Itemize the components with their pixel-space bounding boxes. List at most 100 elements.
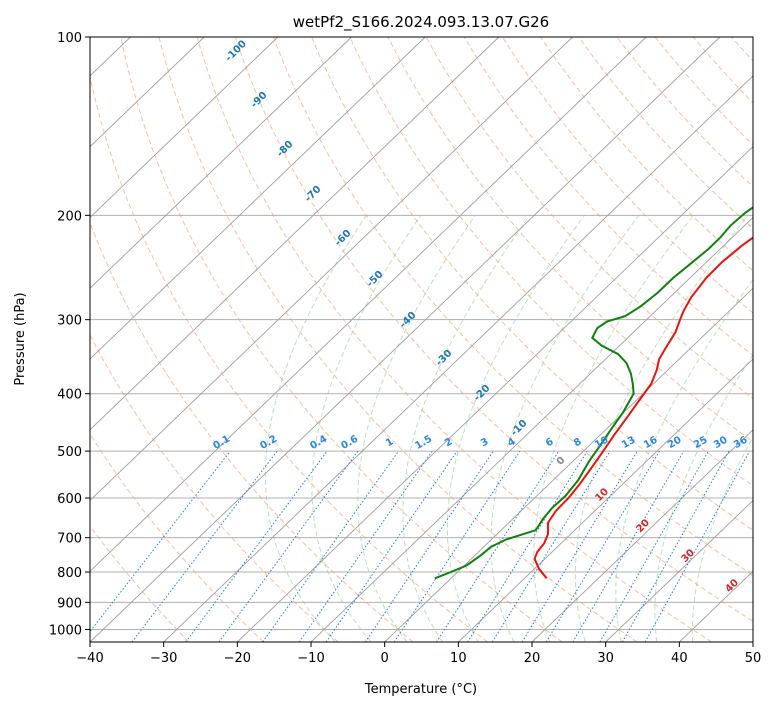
mixing-ratio-line <box>364 450 494 642</box>
moist-adiabat <box>615 278 753 642</box>
y-tick-label: 600 <box>57 492 82 507</box>
mixing-ratio-label: 2 <box>443 436 455 449</box>
isotherm-line <box>90 37 500 431</box>
isotherm-line <box>90 37 721 642</box>
mixing-ratio-label: 16 <box>642 435 660 452</box>
y-axis-label: Pressure (hPa) <box>13 292 28 385</box>
x-axis-ticks: −40 −30 −20 −10 0 10 20 30 40 50 <box>76 642 761 666</box>
mixing-ratio-line <box>599 450 709 642</box>
mixing-ratio-label: 0.6 <box>339 434 360 452</box>
background-lines <box>90 37 775 642</box>
plot-frame <box>89 36 754 643</box>
isotherm-line <box>90 37 426 360</box>
isotherm-line <box>90 37 352 289</box>
y-tick-label: 500 <box>57 445 82 460</box>
moist-adiabat-label: 10 <box>593 486 611 504</box>
mixing-ratio-label: 4 <box>506 436 518 449</box>
isotherm-label: -100 <box>223 38 249 64</box>
isotherm-line <box>310 216 753 642</box>
mixing-ratio-label: 20 <box>666 435 684 452</box>
isotherm-label: -70 <box>303 184 324 205</box>
mixing-ratio-line <box>298 450 433 642</box>
isotherm-line <box>237 146 753 642</box>
moist-adiabat <box>311 215 422 642</box>
mixing-ratio-lines <box>90 450 751 642</box>
y-tick-label: 100 <box>57 31 82 46</box>
x-tick-label: −10 <box>297 651 324 666</box>
mixing-ratio-line <box>131 450 278 642</box>
x-tick-label: −30 <box>150 651 177 666</box>
moist-adiabat-label: 0 <box>555 455 568 468</box>
pressure-gridlines <box>90 37 753 630</box>
dry-adiabat <box>770 37 775 642</box>
x-tick-label: 20 <box>524 651 541 666</box>
mixing-ratio-line <box>644 450 751 642</box>
dry-adiabat <box>425 37 753 400</box>
y-tick-label: 900 <box>57 596 82 611</box>
isotherm-lines <box>0 37 753 642</box>
mixing-ratio-line <box>491 450 611 642</box>
x-tick-label: 30 <box>597 651 614 666</box>
mixing-ratio-line <box>393 450 521 642</box>
mixing-ratio-line <box>90 450 231 633</box>
x-tick-label: 40 <box>671 651 688 666</box>
dry-adiabat <box>234 37 753 622</box>
mixing-ratio-line <box>185 450 328 642</box>
y-axis-ticks: 100 200 300 400 500 600 700 800 900 1000 <box>49 31 90 638</box>
mixing-ratio-line <box>467 450 588 642</box>
dry-adiabat <box>90 432 264 642</box>
dry-adiabat <box>692 37 753 104</box>
moist-adiabat-label: 30 <box>679 547 697 565</box>
dry-adiabat <box>273 37 753 576</box>
isotherm-line <box>90 37 573 502</box>
dry-adiabat <box>463 37 753 357</box>
y-tick-label: 700 <box>57 532 82 547</box>
mixing-ratio-label: 13 <box>620 435 638 452</box>
moist-adiabat <box>357 215 476 642</box>
moist-adiabat <box>574 214 749 642</box>
dry-adiabat <box>654 37 753 146</box>
mixing-ratio-label: 8 <box>572 436 584 449</box>
dry-adiabat <box>578 37 753 230</box>
y-tick-label: 800 <box>57 566 82 581</box>
dry-adiabat <box>616 37 753 188</box>
moist-adiabat <box>533 215 694 642</box>
dry-adiabat <box>90 73 488 642</box>
x-axis-label: Temperature (°C) <box>364 682 477 697</box>
y-tick-label: 200 <box>57 209 82 224</box>
isotherm-line <box>0 37 57 642</box>
mixing-ratio-label: 1 <box>384 436 396 449</box>
mixing-ratio-line <box>262 450 399 642</box>
mixing-ratio-label: 3 <box>479 436 491 449</box>
moist-adiabat-label: 40 <box>723 577 741 595</box>
mixing-ratio-line <box>435 450 560 642</box>
dry-adiabat <box>196 37 712 642</box>
y-tick-label: 400 <box>57 388 82 403</box>
isotherm-line <box>384 287 753 642</box>
chart-title: wetPf2_S166.2024.093.13.07.G26 <box>293 13 549 32</box>
moist-adiabat <box>402 215 531 642</box>
dry-adiabat <box>311 37 753 531</box>
x-tick-label: 0 <box>381 651 389 666</box>
isotherm-line <box>90 37 279 219</box>
mixing-ratio-label: 0.2 <box>258 434 279 452</box>
isotherm-line <box>605 499 753 642</box>
dry-adiabat <box>120 37 563 642</box>
dry-adiabat <box>90 333 339 642</box>
mixing-ratio-line <box>218 450 359 642</box>
mixing-ratio-line <box>325 450 458 642</box>
isotherm-line <box>679 570 753 642</box>
isotherm-line <box>163 75 753 642</box>
x-tick-label: 50 <box>745 651 762 666</box>
line-labels: -100-90-80-70-60-50-40-30-20-100.1 0.2 0.4… <box>211 38 749 595</box>
x-tick-label: −40 <box>76 651 103 666</box>
isotherm-line <box>752 641 753 642</box>
dry-adiabat <box>501 37 753 314</box>
mixing-ratio-label: 30 <box>712 435 730 452</box>
moist-adiabat-label: 20 <box>634 517 652 535</box>
isotherm-label: -50 <box>365 269 386 290</box>
isotherm-label: -90 <box>249 90 270 111</box>
mixing-ratio-line <box>621 450 730 642</box>
mixing-ratio-label: 1.5 <box>413 434 434 452</box>
